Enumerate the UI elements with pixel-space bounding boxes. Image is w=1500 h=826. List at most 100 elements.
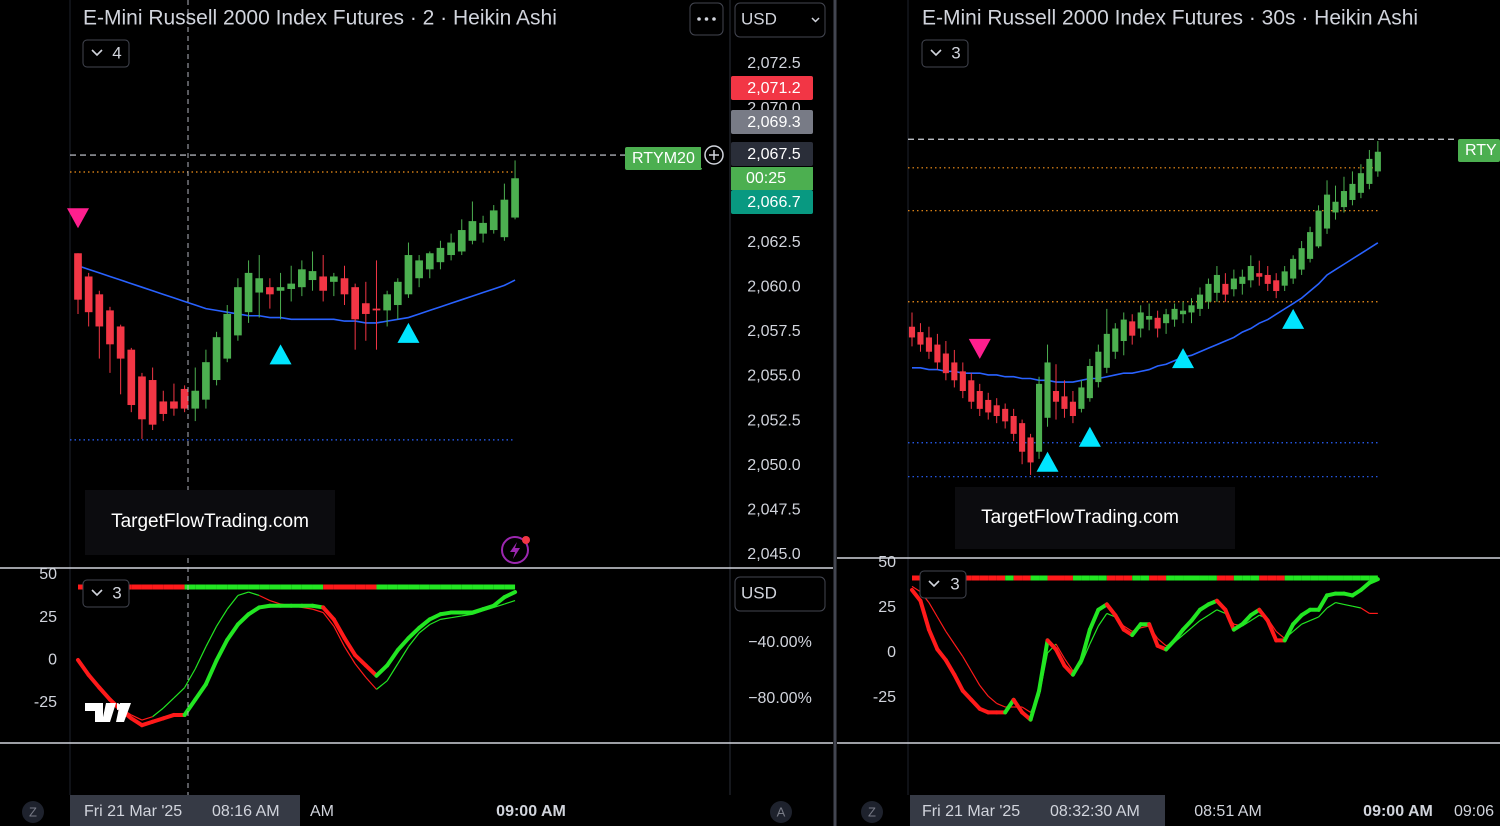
candle-body <box>479 222 487 234</box>
candle-body <box>1002 408 1009 422</box>
dropdown-box[interactable] <box>734 2 826 38</box>
buy-signal <box>397 322 420 343</box>
oscillator-fast-line <box>1181 618 1194 632</box>
oscillator-slow-line <box>226 595 239 610</box>
candle-body <box>415 260 423 279</box>
alerts-icon[interactable] <box>501 536 530 564</box>
button-circle[interactable] <box>770 801 792 823</box>
time-cursor-date: Fri 21 Mar '25 <box>84 803 182 820</box>
candle-body <box>1036 383 1043 452</box>
candle-body <box>1247 266 1254 281</box>
candle-body <box>191 390 200 409</box>
candle-body <box>968 380 975 402</box>
candle-body <box>951 362 958 381</box>
zoom-button[interactable]: Z <box>868 804 876 819</box>
oscillator-fast-line <box>1223 607 1236 632</box>
indicator-toggle[interactable]: 3 <box>82 579 130 608</box>
percent-tick-label: −80.00% <box>748 690 812 707</box>
oscillator-slow-line <box>1301 620 1311 625</box>
buy-signal <box>1282 308 1305 329</box>
toggle-box[interactable] <box>921 39 969 68</box>
oscillator-slow-line <box>945 631 955 645</box>
sell-signal <box>67 208 89 229</box>
oscillator-fast-line <box>353 653 368 668</box>
button-circle[interactable] <box>22 801 44 823</box>
oscillator-fast-line <box>502 590 518 600</box>
oscillator-fast-line <box>1053 647 1067 668</box>
oscillator-fast-line <box>374 663 390 678</box>
auto-scale-button[interactable]: A <box>777 804 786 819</box>
toggle-box[interactable] <box>82 39 130 68</box>
candle-body <box>234 287 242 336</box>
watermark: TargetFlowTrading.com <box>111 511 309 532</box>
time-label: AM <box>310 803 334 820</box>
candle-body <box>1137 312 1144 329</box>
candle-body <box>180 388 189 409</box>
oscillator-slow-line <box>1089 625 1099 645</box>
oscillator-slow-line <box>1055 643 1065 659</box>
chevron <box>91 589 103 597</box>
add-alert-button[interactable] <box>701 143 729 168</box>
plus-circle <box>704 145 724 165</box>
oscillator-slow-line <box>131 714 143 721</box>
currency-dropdown[interactable]: USD <box>734 2 826 38</box>
indicator-count: 3 <box>950 574 959 593</box>
indicator-count: 4 <box>112 43 121 62</box>
badge-dot <box>522 536 530 544</box>
zoom-button[interactable]: Z <box>29 804 37 819</box>
oscillator-slow-line <box>1275 630 1286 640</box>
watermark-box <box>85 490 335 555</box>
more-button[interactable] <box>689 2 724 36</box>
candle-body <box>1205 283 1212 302</box>
time-cursor-box <box>70 795 300 826</box>
oscillator-slow-line <box>1191 620 1201 629</box>
oscillator-tick-label: 25 <box>878 599 896 616</box>
candle-body <box>1213 274 1220 293</box>
candle-body <box>1196 294 1204 309</box>
oscillator-tick-label: 0 <box>48 652 57 669</box>
oscillator-fast-line <box>1003 697 1016 715</box>
indicator-toggle[interactable]: 3 <box>921 39 969 68</box>
oscillator-fast-line <box>86 673 102 690</box>
time-label: 09:00 AM <box>1363 803 1433 820</box>
currency: USD <box>741 9 777 28</box>
dropdown-box[interactable] <box>734 576 826 612</box>
tradingview-logo[interactable] <box>85 703 131 722</box>
price-badge-label: 2,069.3 <box>747 114 800 131</box>
oscillator-fast-line <box>1291 613 1304 627</box>
candle-body <box>1154 317 1161 329</box>
price-tick-label: 2,052.5 <box>747 412 800 429</box>
oscillator-slow-line <box>504 600 516 605</box>
candle-body <box>116 326 125 359</box>
candle-body <box>298 269 306 288</box>
oscillator-fast-line <box>182 697 198 717</box>
button-circle[interactable] <box>861 801 883 823</box>
price-badge <box>731 110 813 134</box>
toggle-box[interactable] <box>919 570 967 599</box>
candle-body <box>351 287 359 320</box>
indicator-toggle[interactable]: 4 <box>82 39 130 68</box>
oscillator-slow-line <box>970 670 981 686</box>
price-tick-label: 2,045.0 <box>747 546 800 563</box>
oscillator-slow-line <box>1352 605 1362 609</box>
candle-body <box>1357 173 1364 193</box>
indicator-toggle[interactable]: 3 <box>919 570 967 599</box>
oscillator-slow-line <box>365 677 377 690</box>
price-tick-label: 2,047.5 <box>747 502 800 519</box>
candle-body <box>148 380 157 425</box>
candle-body <box>425 253 434 270</box>
toggle-box[interactable] <box>82 579 130 608</box>
oscillator-fast-line <box>331 617 347 641</box>
candle-body <box>1298 248 1305 270</box>
candle-body <box>1340 191 1348 208</box>
oscillator-fast-line <box>1070 658 1084 677</box>
oscillator-slow-line <box>205 625 218 647</box>
currency-dropdown[interactable]: USD <box>734 576 826 612</box>
oscillator-fast-line <box>1257 607 1270 623</box>
candle-body <box>976 391 983 409</box>
oscillator-slow-line <box>1157 638 1167 647</box>
price-tick-label: 2,057.5 <box>747 323 800 340</box>
oscillator-slow-line <box>1318 607 1328 618</box>
oscillator-slow-line <box>1123 625 1133 632</box>
